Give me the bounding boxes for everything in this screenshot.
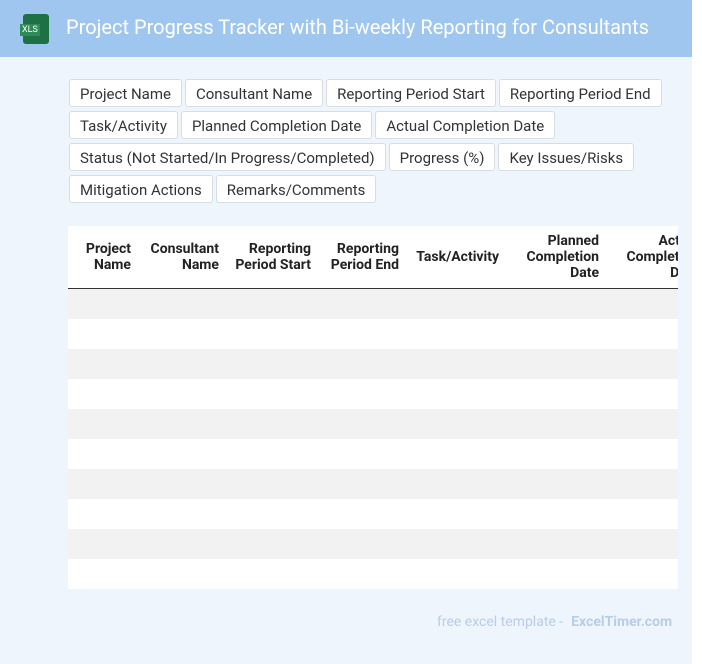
- tag: Remarks/Comments: [215, 175, 377, 203]
- column-header: Reporting Period End: [330, 241, 399, 273]
- table-row: [68, 559, 678, 589]
- column-header: Project Name: [85, 241, 131, 273]
- icon-label: XLS: [20, 24, 40, 36]
- table-row: [68, 289, 678, 319]
- table-row: [68, 349, 678, 379]
- xls-icon: XLS: [20, 14, 49, 44]
- column-header: Actual Completion Date: [626, 233, 678, 281]
- tag: Task/Activity: [69, 111, 178, 139]
- footer-text: free excel template -: [437, 614, 564, 630]
- footer: free excel template - ExcelTimer.com: [437, 614, 672, 630]
- table-row: [68, 469, 678, 499]
- table-row: [68, 529, 678, 559]
- tag: Consultant Name: [184, 79, 324, 107]
- tag: Mitigation Actions: [69, 175, 213, 203]
- column-header: Consultant Name: [150, 241, 219, 273]
- footer-link[interactable]: ExcelTimer.com: [571, 614, 673, 630]
- header: XLS Project Progress Tracker with Bi-wee…: [0, 0, 692, 57]
- title: Project Progress Tracker with Bi-weekly …: [66, 15, 649, 39]
- column-header: Task/Activity: [416, 249, 499, 265]
- tag-list: Project Name Consultant Name Reporting Per…: [69, 79, 664, 203]
- tag: Key Issues/Risks: [498, 143, 635, 171]
- table-row: [68, 499, 678, 529]
- column-header: Planned Completion Date: [526, 233, 599, 281]
- tag: Actual Completion Date: [375, 111, 556, 139]
- tag: Status (Not Started/In Progress/Complete…: [69, 143, 386, 171]
- table: Project Name Consultant Name Reporting Per…: [68, 226, 678, 589]
- tag: Reporting Period End: [498, 79, 662, 107]
- table-row: [68, 439, 678, 469]
- tag: Progress (%): [388, 143, 496, 171]
- tag: Reporting Period Start: [326, 79, 496, 107]
- table-row: [68, 379, 678, 409]
- table-row: [68, 409, 678, 439]
- tag: Planned Completion Date: [180, 111, 373, 139]
- table-row: [68, 319, 678, 349]
- column-header: Reporting Period Start: [235, 241, 311, 273]
- tag: Project Name: [69, 79, 182, 107]
- table-header: Project Name Consultant Name Reporting Per…: [68, 226, 678, 289]
